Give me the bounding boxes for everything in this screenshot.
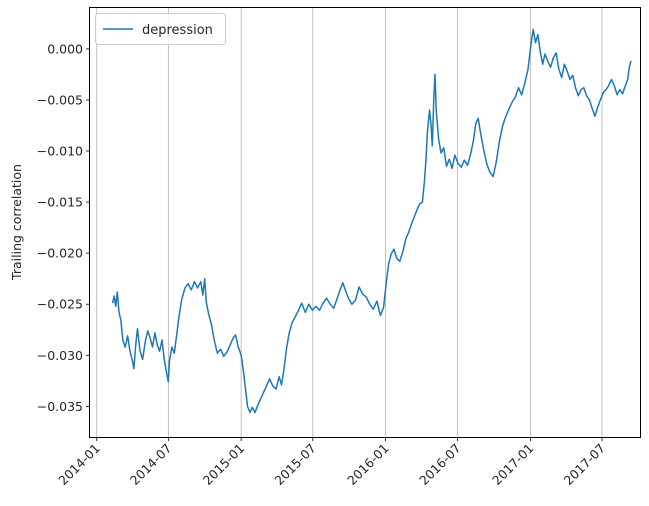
y-tick-label: −0.015 (37, 195, 83, 210)
x-gridlines (96, 8, 603, 437)
x-axis: 2014-01 2014-07 2015-01 2015-07 2016-01 2016-… (55, 437, 608, 488)
y-tick-label: −0.010 (37, 144, 83, 159)
y-tick-label: −0.035 (37, 399, 83, 414)
y-tick-label: −0.005 (37, 92, 83, 107)
y-tick-label: −0.025 (37, 297, 83, 312)
y-axis-label: Trailing correlation (9, 164, 24, 281)
x-tick-label: 2014-01 (55, 441, 103, 489)
plot-area-frame (89, 7, 641, 438)
series-line-depression (111, 28, 632, 414)
y-tick-label: 0.000 (47, 41, 83, 56)
y-axis: −0.035 −0.030 −0.025 −0.020 −0.015 −0.010 −0.0… (37, 41, 90, 414)
series-layer (111, 28, 632, 414)
legend-box (95, 13, 226, 45)
x-tick-label: 2017-01 (489, 441, 537, 489)
x-tick-label: 2015-01 (200, 441, 248, 489)
x-tick-label: 2015-07 (271, 441, 319, 489)
legend: depression (95, 13, 226, 45)
y-tick-label: −0.030 (37, 348, 83, 363)
x-tick-label: 2014-07 (127, 441, 175, 489)
y-tick-label: −0.020 (37, 246, 83, 261)
legend-label-depression: depression (142, 23, 213, 38)
x-tick-label: 2016-07 (416, 441, 464, 489)
x-tick-label: 2017-07 (561, 441, 609, 489)
x-tick-label: 2016-01 (344, 441, 392, 489)
